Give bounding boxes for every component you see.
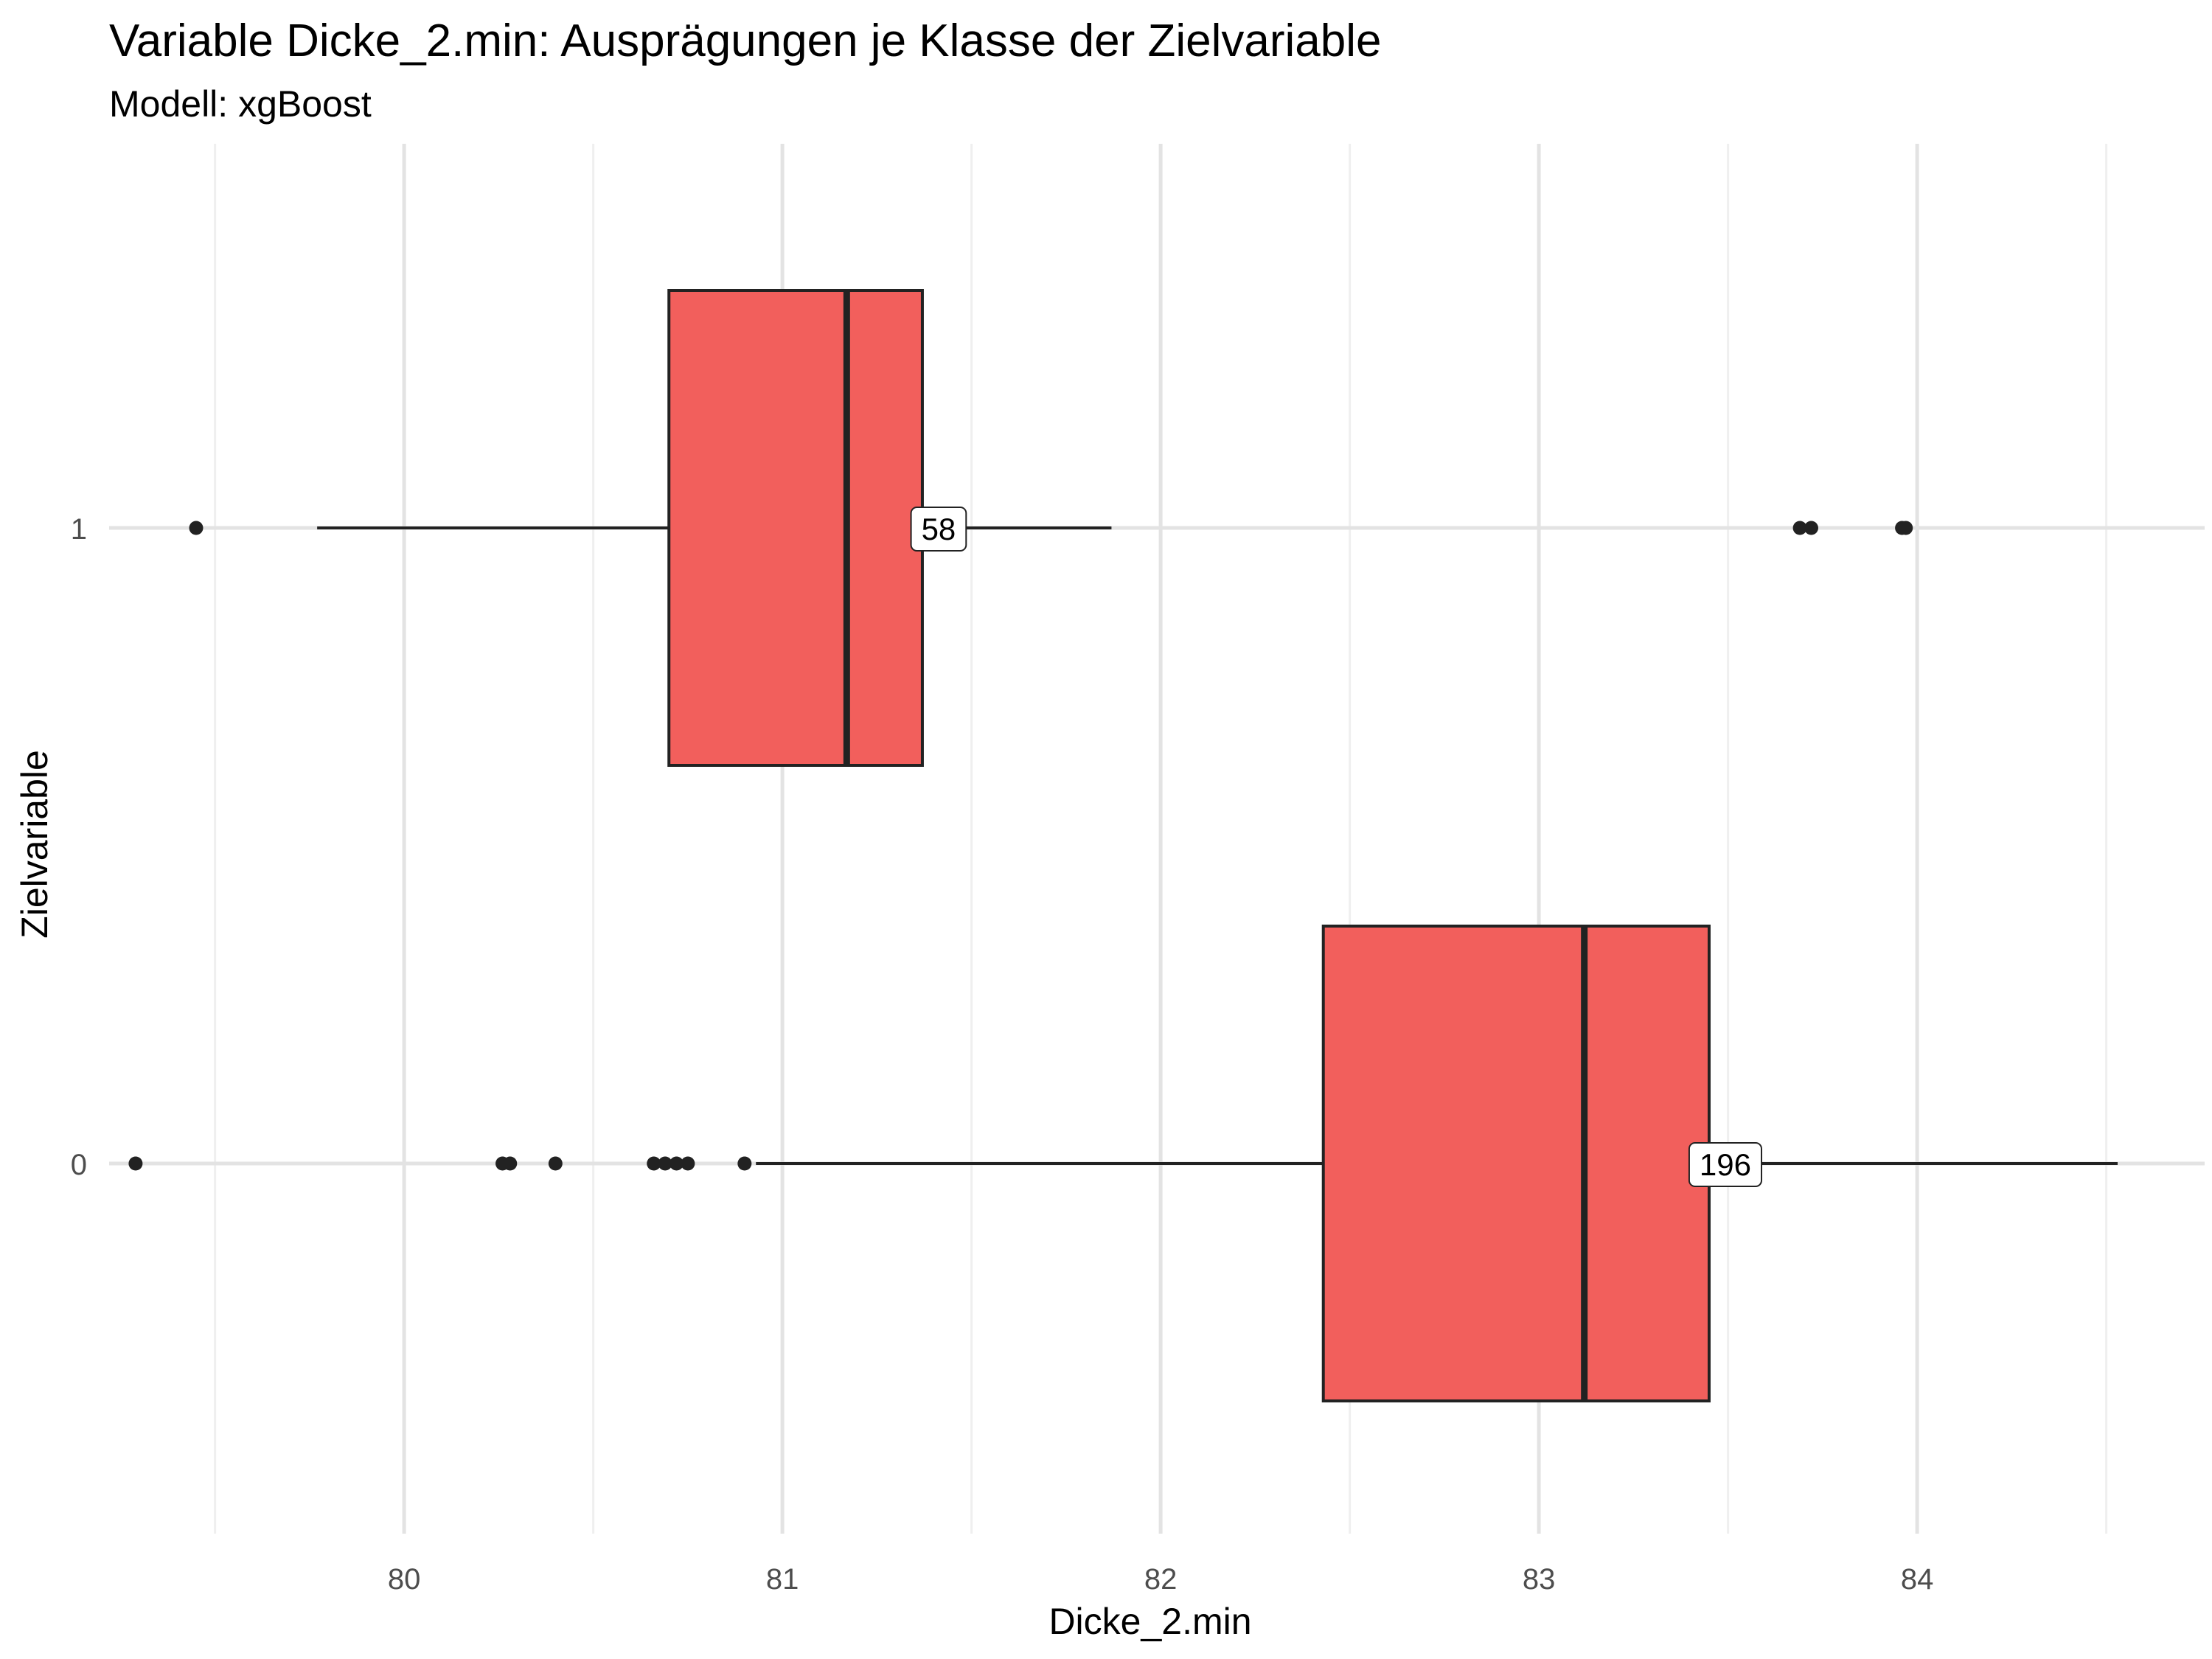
x-tick-label: 84 [1901,1563,1934,1596]
y-tick-label: 0 [71,1149,87,1181]
outlier-point [1899,521,1913,535]
outlier-point [503,1156,518,1171]
count-label: 196 [1700,1147,1751,1182]
outlier-point [1792,521,1807,535]
outlier-point [1804,521,1818,535]
outlier-point [681,1156,695,1171]
x-tick-label: 82 [1144,1563,1178,1596]
outlier-point [189,521,204,535]
outlier-point [737,1156,752,1171]
y-axis-label: Zielvariable [14,750,55,939]
chart-title: Variable Dicke_2.min: Ausprägungen je Kl… [109,15,1381,66]
count-label-box [910,507,967,552]
y-tick-label: 1 [71,513,87,546]
box [1321,925,1711,1402]
x-tick-label: 81 [766,1563,799,1596]
outlier-point [548,1156,563,1171]
x-axis-label: Dicke_2.min [1048,1601,1251,1642]
y-axis-ticks: 10 [71,513,87,1181]
x-tick-label: 80 [388,1563,421,1596]
count-label: 58 [922,512,956,546]
boxes [128,289,2118,1402]
outlier-point [669,1156,684,1171]
chart-subtitle: Modell: xgBoost [109,83,372,125]
outlier-point [647,1156,661,1171]
outlier-point [128,1156,143,1171]
x-tick-label: 83 [1523,1563,1556,1596]
grid [109,144,2205,1534]
box [667,289,924,767]
x-axis-ticks: 80 81 82 83 84 [388,1563,1933,1596]
outlier-point [658,1156,672,1171]
count-label-box [1688,1142,1763,1187]
count-labels: 58 196 [910,507,1763,1187]
